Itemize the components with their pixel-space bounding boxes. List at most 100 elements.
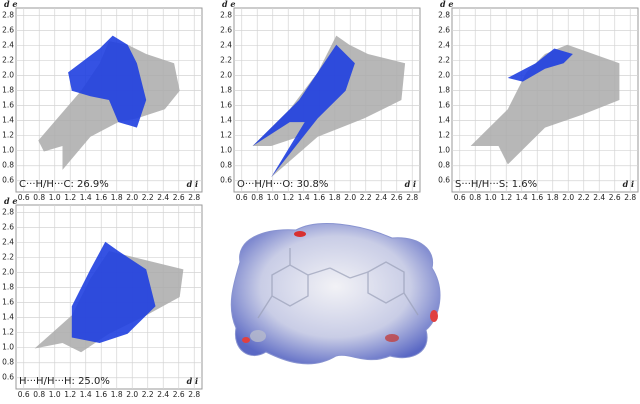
- hirshfeld-surface: [230, 223, 441, 365]
- x-tick-label: 1.2: [500, 193, 512, 202]
- x-tick-label: 2.4: [593, 193, 605, 202]
- y-tick-label: 2.8: [438, 11, 450, 20]
- fingerprint-plot: 0.6 0.8 1.0 1.2 1.4 1.6 1.8 2.0 2.2 2.4 2.6 2.80.60…: [438, 0, 639, 202]
- y-tick-label: 1.4: [438, 116, 450, 125]
- x-axis-label: d i: [623, 179, 634, 189]
- x-tick-label: 2.6: [391, 193, 403, 202]
- y-tick-label: 2.2: [220, 56, 232, 65]
- x-tick-label: 1.4: [298, 193, 310, 202]
- x-tick-label: 1.4: [80, 193, 92, 202]
- all-contacts-cloud: [470, 44, 620, 165]
- y-tick-label: 1.2: [2, 328, 14, 337]
- highlighted-contacts-cloud: [71, 241, 156, 343]
- x-tick-label: 2.8: [406, 193, 418, 202]
- x-tick-label: 1.2: [64, 193, 76, 202]
- y-tick-label: 1.2: [2, 131, 14, 140]
- y-tick-label: 2.8: [2, 208, 14, 217]
- y-tick-label: 0.6: [438, 176, 450, 185]
- x-tick-label: 1.4: [80, 390, 92, 399]
- y-tick-label: 1.0: [220, 146, 232, 155]
- x-tick-label: 1.4: [516, 193, 528, 202]
- highlighted-contacts-cloud: [68, 35, 147, 128]
- x-tick-label: 1.8: [111, 390, 123, 399]
- x-tick-label: 0.6: [454, 193, 466, 202]
- x-tick-label: 1.2: [282, 193, 294, 202]
- x-tick-label: 0.6: [18, 193, 30, 202]
- fingerprint-plot: 0.6 0.8 1.0 1.2 1.4 1.6 1.8 2.0 2.2 2.4 2.6 2.80.60…: [2, 0, 203, 202]
- fingerprint-plot: 0.6 0.8 1.0 1.2 1.4 1.6 1.8 2.0 2.2 2.4 2.6 2.80.60…: [220, 0, 421, 202]
- contact-annotation: H···H/H···H: 25.0%: [19, 376, 110, 387]
- x-tick-label: 2.8: [188, 390, 200, 399]
- x-tick-label: 1.0: [49, 390, 61, 399]
- x-tick-label: 2.0: [126, 193, 138, 202]
- x-tick-label: 2.4: [157, 390, 169, 399]
- y-tick-label: 2.6: [438, 26, 450, 35]
- y-tick-label: 0.8: [438, 161, 450, 170]
- y-tick-label: 1.2: [438, 131, 450, 140]
- x-tick-label: 0.8: [33, 193, 45, 202]
- y-tick-label: 2.0: [438, 71, 450, 80]
- y-tick-label: 1.2: [220, 131, 232, 140]
- contact-annotation: S···H/H···S: 1.6%: [455, 179, 537, 190]
- x-tick-label: 2.2: [578, 193, 590, 202]
- x-tick-label: 2.2: [142, 193, 154, 202]
- x-tick-label: 1.6: [95, 193, 107, 202]
- y-tick-label: 1.8: [2, 283, 14, 292]
- y-tick-label: 2.8: [220, 11, 232, 20]
- y-axis-label: d e: [4, 0, 17, 9]
- x-axis-label: d i: [405, 179, 416, 189]
- y-tick-label: 2.6: [220, 26, 232, 35]
- y-tick-label: 1.4: [2, 116, 14, 125]
- x-tick-label: 2.0: [344, 193, 356, 202]
- x-tick-label: 1.2: [64, 390, 76, 399]
- y-tick-label: 2.6: [2, 223, 14, 232]
- x-tick-label: 1.0: [49, 193, 61, 202]
- x-tick-label: 2.0: [126, 390, 138, 399]
- y-tick-label: 0.6: [2, 176, 14, 185]
- x-tick-label: 1.8: [547, 193, 559, 202]
- x-tick-label: 1.6: [313, 193, 325, 202]
- y-axis-label: d e: [4, 196, 17, 206]
- x-tick-label: 2.2: [142, 390, 154, 399]
- y-tick-label: 1.0: [438, 146, 450, 155]
- fingerprint-plot: 0.6 0.8 1.0 1.2 1.4 1.6 1.8 2.0 2.2 2.4 2.6 2.80.60…: [2, 196, 203, 399]
- y-tick-label: 2.2: [438, 56, 450, 65]
- y-axis-label: d e: [222, 0, 235, 9]
- y-tick-label: 1.4: [2, 313, 14, 322]
- y-tick-label: 1.0: [2, 343, 14, 352]
- x-tick-label: 1.8: [111, 193, 123, 202]
- y-tick-label: 2.8: [2, 11, 14, 20]
- x-tick-label: 2.4: [375, 193, 387, 202]
- highlighted-contacts-cloud: [507, 48, 573, 82]
- y-tick-label: 2.4: [438, 41, 450, 50]
- y-tick-label: 2.0: [220, 71, 232, 80]
- x-tick-label: 2.6: [609, 193, 621, 202]
- x-tick-label: 0.6: [18, 390, 30, 399]
- y-tick-label: 2.0: [2, 71, 14, 80]
- y-tick-label: 1.6: [220, 101, 232, 110]
- x-tick-label: 2.6: [173, 390, 185, 399]
- x-tick-label: 2.8: [624, 193, 636, 202]
- y-tick-label: 1.6: [438, 101, 450, 110]
- y-tick-label: 2.2: [2, 56, 14, 65]
- x-tick-label: 0.8: [251, 193, 263, 202]
- y-tick-label: 0.6: [2, 373, 14, 382]
- x-tick-label: 2.0: [562, 193, 574, 202]
- y-tick-label: 1.8: [2, 86, 14, 95]
- contact-annotation: O···H/H···O: 30.8%: [237, 179, 328, 190]
- highlighted-contacts-cloud: [252, 44, 355, 178]
- x-tick-label: 2.4: [157, 193, 169, 202]
- x-tick-label: 1.0: [485, 193, 497, 202]
- x-tick-label: 1.6: [95, 390, 107, 399]
- x-tick-label: 2.8: [188, 193, 200, 202]
- x-tick-label: 1.0: [267, 193, 279, 202]
- y-tick-label: 2.2: [2, 253, 14, 262]
- y-tick-label: 2.4: [220, 41, 232, 50]
- x-tick-label: 0.8: [469, 193, 481, 202]
- x-tick-label: 1.8: [329, 193, 341, 202]
- x-tick-label: 2.6: [173, 193, 185, 202]
- y-tick-label: 1.8: [220, 86, 232, 95]
- y-tick-label: 0.6: [220, 176, 232, 185]
- y-axis-label: d e: [440, 0, 453, 9]
